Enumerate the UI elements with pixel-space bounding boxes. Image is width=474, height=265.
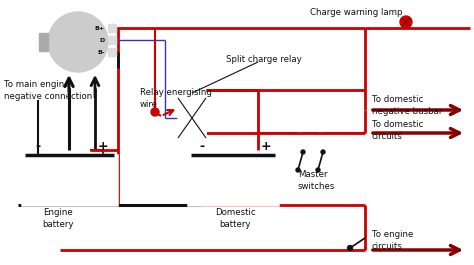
Circle shape xyxy=(301,150,305,154)
Circle shape xyxy=(347,245,353,250)
Bar xyxy=(108,36,116,44)
Bar xyxy=(108,36,116,44)
Circle shape xyxy=(316,168,320,172)
Bar xyxy=(108,24,116,32)
Bar xyxy=(188,155,278,205)
Bar xyxy=(39,33,48,51)
Text: Engine
battery: Engine battery xyxy=(42,208,74,229)
Text: Relay energising
wire: Relay energising wire xyxy=(140,88,212,109)
Text: To main engine
negative connection: To main engine negative connection xyxy=(4,80,92,101)
Text: D: D xyxy=(100,38,105,42)
Circle shape xyxy=(151,108,159,116)
Circle shape xyxy=(321,150,325,154)
Bar xyxy=(108,48,116,56)
Text: B-: B- xyxy=(98,50,105,55)
Text: +: + xyxy=(98,140,109,153)
Text: To domestic
circuits: To domestic circuits xyxy=(372,120,423,141)
Text: Domestic
battery: Domestic battery xyxy=(215,208,255,229)
Text: To domestic
negative busbar: To domestic negative busbar xyxy=(372,95,442,116)
Circle shape xyxy=(296,168,300,172)
Circle shape xyxy=(48,12,108,72)
Text: To engine
circuits: To engine circuits xyxy=(372,230,413,251)
Text: -: - xyxy=(36,140,41,153)
Bar xyxy=(39,33,48,51)
Bar xyxy=(108,24,116,32)
Bar xyxy=(108,48,116,56)
Bar xyxy=(22,155,117,205)
Text: -: - xyxy=(200,140,205,153)
Text: +: + xyxy=(261,140,271,153)
Text: Split charge relay: Split charge relay xyxy=(226,55,302,64)
Text: Master
switches: Master switches xyxy=(298,170,336,191)
Bar xyxy=(178,98,206,138)
Text: B+: B+ xyxy=(95,25,105,30)
Text: Charge warning lamp: Charge warning lamp xyxy=(310,8,402,17)
Circle shape xyxy=(400,16,412,28)
Bar xyxy=(18,150,121,253)
